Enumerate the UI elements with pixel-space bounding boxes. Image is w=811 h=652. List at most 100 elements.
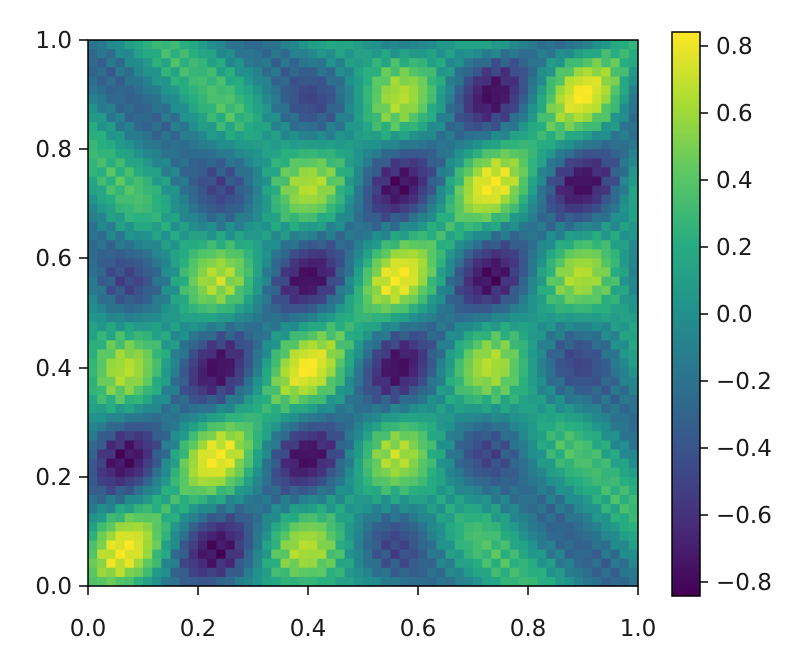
heatmap-cell <box>152 76 162 87</box>
heatmap-cell <box>170 322 181 332</box>
heatmap-cell <box>399 94 410 105</box>
heatmap-cell <box>454 49 465 59</box>
heatmap-cell <box>280 285 291 296</box>
heatmap-cell <box>436 522 447 532</box>
heatmap-cell <box>143 449 153 460</box>
heatmap-cell <box>408 540 419 551</box>
heatmap-cell <box>601 531 612 542</box>
heatmap-cell <box>198 149 208 159</box>
heatmap-cell <box>610 140 621 150</box>
heatmap-cell <box>628 121 639 132</box>
heatmap-cell <box>463 567 474 578</box>
heatmap-cell <box>308 576 318 587</box>
heatmap-cell <box>408 303 419 314</box>
heatmap-cell <box>500 422 511 432</box>
heatmap-cell <box>491 140 502 150</box>
heatmap-cell <box>225 431 236 441</box>
heatmap-cell <box>583 67 593 77</box>
heatmap-cell <box>592 440 602 451</box>
heatmap-cell <box>243 495 254 505</box>
heatmap-cell <box>234 322 245 332</box>
heatmap-cell <box>546 549 557 560</box>
heatmap-cell <box>436 76 447 87</box>
heatmap-cell <box>509 276 520 287</box>
heatmap-cell <box>253 495 263 505</box>
heatmap-cell <box>564 431 575 441</box>
heatmap-cell <box>473 458 483 469</box>
heatmap-cell <box>509 431 520 441</box>
heatmap-cell <box>152 203 162 214</box>
heatmap-cell <box>298 413 309 423</box>
heatmap-cell <box>289 149 300 159</box>
heatmap-cell <box>124 167 135 178</box>
heatmap-cell <box>133 340 144 350</box>
heatmap-cell <box>592 212 602 223</box>
heatmap-cell <box>583 58 593 68</box>
heatmap-cell <box>381 431 392 441</box>
heatmap-cell <box>243 522 254 532</box>
heatmap-cell <box>573 158 584 168</box>
heatmap-cell <box>555 194 566 205</box>
heatmap-cell <box>372 258 382 269</box>
heatmap-cell <box>573 467 584 478</box>
heatmap-cell <box>344 58 355 68</box>
heatmap-cell <box>198 340 208 350</box>
heatmap-cell <box>234 313 245 323</box>
heatmap-cell <box>500 303 511 314</box>
heatmap-cell <box>225 404 236 414</box>
heatmap-cell <box>115 103 126 114</box>
heatmap-cell <box>289 185 300 196</box>
heatmap-cell <box>537 203 547 214</box>
heatmap-cell <box>592 349 602 360</box>
heatmap-cell <box>628 85 639 96</box>
heatmap-cell <box>179 385 190 396</box>
heatmap-cell <box>124 394 135 405</box>
heatmap-cell <box>133 385 144 396</box>
colorbar-tick: −0.2 <box>700 369 772 395</box>
heatmap-cell <box>234 495 245 505</box>
heatmap-cell <box>253 522 263 532</box>
heatmap-cell <box>170 513 181 523</box>
heatmap-cell <box>628 167 639 178</box>
heatmap-cell <box>436 431 447 441</box>
heatmap-cell <box>106 222 117 232</box>
heatmap-cell <box>436 212 447 223</box>
heatmap-cell <box>381 322 392 332</box>
heatmap-cell <box>179 149 190 159</box>
heatmap-cell <box>353 258 364 269</box>
heatmap-cell <box>271 504 282 514</box>
heatmap-cell <box>106 476 117 487</box>
heatmap-cell <box>353 340 364 350</box>
heatmap-cell <box>97 276 107 287</box>
heatmap-cell <box>216 167 227 178</box>
heatmap-cell <box>298 313 309 323</box>
heatmap-cell <box>583 385 593 396</box>
heatmap-cell <box>179 49 190 59</box>
heatmap-cell <box>445 203 456 214</box>
heatmap-cell <box>298 567 309 578</box>
heatmap-cell <box>298 404 309 414</box>
heatmap-cell <box>399 340 410 350</box>
heatmap-cell <box>390 49 401 59</box>
heatmap-cell <box>225 158 236 168</box>
heatmap-cell <box>473 385 483 396</box>
heatmap-cell <box>445 222 456 232</box>
heatmap-cell <box>216 422 227 432</box>
heatmap-cell <box>308 276 318 287</box>
heatmap-cell <box>207 131 217 141</box>
heatmap-cell <box>555 576 566 587</box>
heatmap-cell <box>628 294 639 305</box>
heatmap-cell <box>509 540 520 551</box>
heatmap-cell <box>344 131 355 141</box>
heatmap-cell <box>619 558 630 569</box>
heatmap-cell <box>427 340 437 350</box>
heatmap-cell <box>152 495 162 505</box>
heatmap-cell <box>583 495 593 505</box>
heatmap-cell <box>335 404 346 414</box>
heatmap-cell <box>509 558 520 569</box>
heatmap-cell <box>418 276 428 287</box>
heatmap-cell <box>619 112 630 123</box>
heatmap-cell <box>418 394 428 405</box>
heatmap-cell <box>143 467 153 478</box>
heatmap-cell <box>344 422 355 432</box>
